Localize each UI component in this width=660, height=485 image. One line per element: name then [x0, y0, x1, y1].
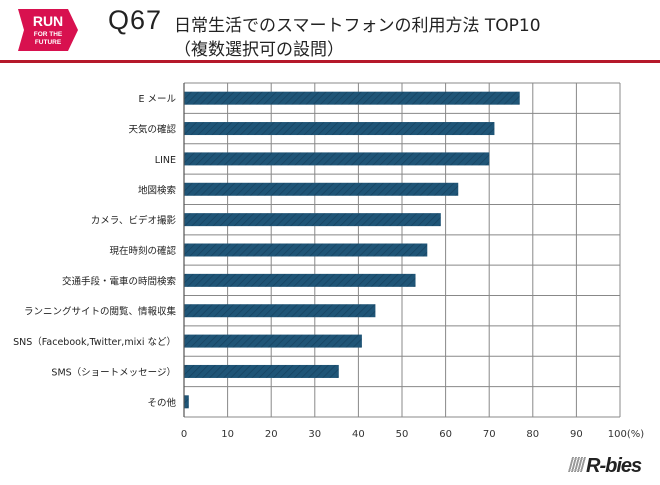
category-label: E メール	[138, 94, 176, 105]
page-subtitle: （複数選択可の設問）	[174, 40, 344, 60]
x-tick-label: 10	[221, 429, 234, 440]
bar	[184, 273, 416, 287]
category-label: カメラ、ビデオ撮影	[91, 215, 177, 227]
x-tick-label: 40	[352, 429, 365, 440]
category-label: SMS（ショートメッセージ）	[51, 366, 176, 378]
bar	[184, 243, 428, 257]
svg-text:RUN: RUN	[33, 13, 63, 29]
bar	[184, 182, 459, 196]
category-label: ランニングサイトの閲覧、情報収集	[24, 306, 177, 318]
x-tick-label: 70	[483, 429, 496, 440]
bar	[184, 304, 376, 318]
x-tick-label: 50	[396, 429, 409, 440]
bar	[184, 395, 189, 409]
bar	[184, 91, 520, 105]
category-label: 交通手段・電車の時間検索	[62, 275, 176, 287]
x-tick-label: 90	[570, 429, 583, 440]
category-label: 天気の確認	[128, 124, 176, 136]
bar	[184, 122, 495, 136]
question-number: Q67	[108, 5, 163, 35]
category-label: 地図検索	[138, 184, 176, 196]
svg-text:FOR THE: FOR THE	[34, 31, 63, 38]
x-tick-label: 0	[181, 429, 187, 440]
x-tick-label: 20	[265, 429, 278, 440]
run-for-the-future-logo: RUN FOR THE FUTURE	[18, 9, 78, 51]
x-tick-label: 100(%)	[608, 429, 644, 440]
r-bies-logo: R-bies	[567, 455, 642, 478]
page-title: 日常生活でのスマートフォンの利用方法 TOP10	[174, 16, 541, 36]
x-tick-label: 80	[526, 429, 539, 440]
bar	[184, 213, 441, 227]
header-divider	[0, 60, 660, 63]
bar	[184, 334, 362, 348]
x-tick-label: 30	[308, 429, 321, 440]
category-label: LINE	[155, 155, 176, 166]
bar	[184, 152, 490, 166]
category-label: 現在時刻の確認	[109, 245, 176, 257]
x-tick-label: 60	[439, 429, 452, 440]
category-label: SNS（Facebook,Twitter,mixi など）	[13, 336, 176, 348]
category-label: その他	[147, 397, 176, 409]
bar	[184, 364, 339, 378]
svg-text:FUTURE: FUTURE	[35, 39, 62, 46]
